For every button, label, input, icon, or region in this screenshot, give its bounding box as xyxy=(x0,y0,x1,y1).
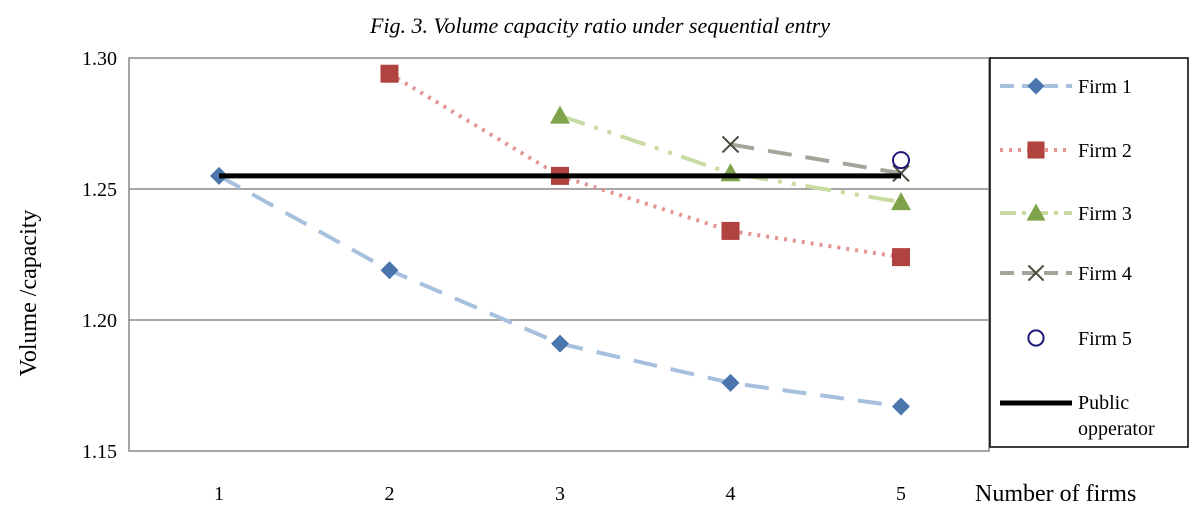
y-tick-labels: 1.15 1.20 1.25 1.30 xyxy=(82,48,117,463)
y-tick-label: 1.25 xyxy=(82,179,117,201)
legend-label: Firm 1 xyxy=(1078,76,1132,98)
legend-marker xyxy=(1027,77,1045,95)
plot-frame xyxy=(128,57,990,452)
legend-box xyxy=(989,57,1189,448)
y-tick-label: 1.20 xyxy=(82,310,117,332)
data-point xyxy=(380,261,399,280)
legend-label: Firm 4 xyxy=(1078,263,1132,285)
data-point xyxy=(892,397,910,416)
series-1 xyxy=(210,166,910,416)
data-point xyxy=(891,192,911,211)
grid-lines xyxy=(129,188,989,321)
x-tick-label: 1 xyxy=(214,483,224,505)
data-point xyxy=(892,151,910,170)
legend-marker xyxy=(1027,141,1045,159)
legend-item: Firm 4 xyxy=(1000,263,1132,285)
data-point xyxy=(380,64,399,83)
legend-item: Firm 5 xyxy=(1027,328,1132,350)
data-point xyxy=(892,164,910,182)
data-point xyxy=(721,135,740,154)
x-axis-label: Number of firms xyxy=(975,481,1136,506)
data-point xyxy=(720,163,741,182)
data-point xyxy=(721,373,740,392)
legend-item: Firm 1 xyxy=(1000,76,1132,98)
legend-marker xyxy=(1026,203,1046,221)
legend-item: Public opperator xyxy=(1000,392,1155,440)
y-tick-label: 1.15 xyxy=(82,441,117,463)
legend-label: opperator xyxy=(1078,418,1155,440)
series-line xyxy=(388,72,902,260)
x-tick-label: 3 xyxy=(555,483,565,505)
x-tick-label: 5 xyxy=(896,483,906,505)
series-5 xyxy=(892,151,910,170)
marker-stroke xyxy=(1027,264,1045,282)
data-point xyxy=(892,248,910,267)
series-2 xyxy=(380,64,910,267)
x-tick-labels: 1 2 3 4 5 xyxy=(214,483,906,505)
x-tick-label: 4 xyxy=(726,483,736,505)
chart-title: Fig. 3. Volume capacity ratio under sequ… xyxy=(369,13,830,38)
legend-label: Public xyxy=(1078,392,1129,414)
series-line xyxy=(218,174,902,409)
data-point xyxy=(550,105,570,124)
data-point xyxy=(721,221,740,240)
y-axis-label: Volume /capacity xyxy=(16,210,42,377)
marker-stroke xyxy=(892,164,910,182)
legend-label: Firm 5 xyxy=(1078,328,1132,350)
series-3 xyxy=(550,105,911,211)
legend-item: Firm 2 xyxy=(1000,140,1132,162)
legend-item: Firm 3 xyxy=(1000,203,1132,225)
legend-label: Firm 3 xyxy=(1078,203,1132,225)
series-layer xyxy=(210,64,911,416)
data-point xyxy=(551,334,569,353)
series-line xyxy=(730,142,902,176)
y-tick-label: 1.30 xyxy=(82,48,117,70)
series-4 xyxy=(721,135,910,182)
x-tick-label: 2 xyxy=(385,483,395,505)
legend-marker xyxy=(1027,329,1045,347)
legend-marker xyxy=(1027,264,1045,282)
marker-stroke xyxy=(721,135,740,154)
legend: Firm 1 Firm 2 Firm 3 Firm 4 Firm 5 Public oppe… xyxy=(1000,76,1155,440)
legend-label: Firm 2 xyxy=(1078,140,1132,162)
